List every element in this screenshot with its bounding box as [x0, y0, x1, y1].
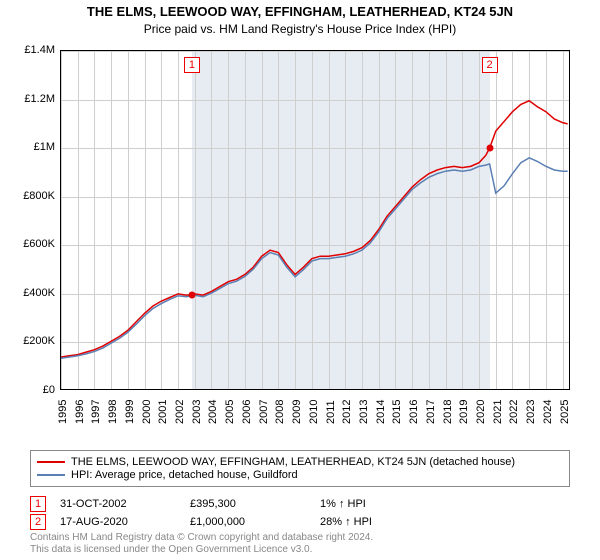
legend-box: THE ELMS, LEEWOOD WAY, EFFINGHAM, LEATHE…	[30, 450, 570, 487]
x-axis-label: 2001	[157, 400, 169, 424]
sale-delta: 28% ↑ HPI	[320, 516, 372, 528]
sale-dot-icon	[486, 145, 493, 152]
sale-price: £395,300	[190, 498, 320, 510]
legend-item: THE ELMS, LEEWOOD WAY, EFFINGHAM, LEATHE…	[37, 456, 563, 468]
x-axis-label: 2021	[492, 400, 504, 424]
x-axis-label: 2003	[191, 400, 203, 424]
x-axis-label: 2006	[241, 400, 253, 424]
y-axis-label: £800K	[0, 190, 55, 202]
sales-row: 2 17-AUG-2020 £1,000,000 28% ↑ HPI	[30, 514, 570, 530]
x-axis-label: 2004	[207, 400, 219, 424]
x-axis-label: 1999	[124, 400, 136, 424]
x-axis-label: 2007	[258, 400, 270, 424]
x-axis-label: 2022	[508, 400, 520, 424]
sale-marker-icon: 1	[30, 496, 46, 512]
x-axis-label: 2018	[442, 400, 454, 424]
x-axis-label: 1998	[107, 400, 119, 424]
chart-area: 12	[60, 50, 570, 390]
x-axis-label: 2023	[525, 400, 537, 424]
x-axis-label: 1996	[74, 400, 86, 424]
plot-region: 12	[60, 50, 570, 390]
sale-marker-icon: 2	[482, 57, 498, 73]
credits: Contains HM Land Registry data © Crown c…	[30, 532, 373, 556]
x-axis-label: 2013	[358, 400, 370, 424]
x-axis-label: 2008	[274, 400, 286, 424]
sale-dot-icon	[188, 291, 195, 298]
sale-date: 17-AUG-2020	[60, 516, 190, 528]
sale-price: £1,000,000	[190, 516, 320, 528]
x-axis-label: 2012	[341, 400, 353, 424]
x-axis-label: 2019	[458, 400, 470, 424]
y-axis-label: £1.2M	[0, 93, 55, 105]
x-axis-label: 2025	[559, 400, 571, 424]
legend-swatch	[37, 474, 65, 476]
x-axis-label: 2020	[475, 400, 487, 424]
sale-marker-icon: 1	[184, 57, 200, 73]
chart-subtitle: Price paid vs. HM Land Registry's House …	[0, 19, 600, 36]
legend-label: HPI: Average price, detached house, Guil…	[71, 469, 298, 481]
line-svg	[61, 51, 571, 391]
chart-container: THE ELMS, LEEWOOD WAY, EFFINGHAM, LEATHE…	[0, 0, 600, 560]
x-axis-label: 2010	[308, 400, 320, 424]
x-axis-label: 2011	[325, 400, 337, 424]
credits-line: This data is licensed under the Open Gov…	[30, 544, 373, 556]
x-axis-label: 2002	[174, 400, 186, 424]
sale-delta: 1% ↑ HPI	[320, 498, 366, 510]
x-axis-label: 1995	[57, 400, 69, 424]
y-axis-label: £1.4M	[0, 44, 55, 56]
x-axis-label: 2000	[141, 400, 153, 424]
y-axis-label: £400K	[0, 287, 55, 299]
legend-item: HPI: Average price, detached house, Guil…	[37, 469, 563, 481]
chart-title: THE ELMS, LEEWOOD WAY, EFFINGHAM, LEATHE…	[0, 0, 600, 19]
x-axis-label: 2005	[224, 400, 236, 424]
x-axis-label: 2016	[408, 400, 420, 424]
y-axis-label: £1M	[0, 141, 55, 153]
legend-swatch	[37, 461, 65, 463]
x-axis-label: 2024	[542, 400, 554, 424]
sales-table: 1 31-OCT-2002 £395,300 1% ↑ HPI 2 17-AUG…	[30, 494, 570, 530]
x-axis-label: 2009	[291, 400, 303, 424]
x-axis-label: 2015	[391, 400, 403, 424]
x-axis-label: 1997	[90, 400, 102, 424]
x-axis-label: 2017	[425, 400, 437, 424]
y-axis-label: £600K	[0, 238, 55, 250]
legend-label: THE ELMS, LEEWOOD WAY, EFFINGHAM, LEATHE…	[71, 456, 515, 468]
y-axis-label: £0	[0, 384, 55, 396]
sale-date: 31-OCT-2002	[60, 498, 190, 510]
sale-marker-icon: 2	[30, 514, 46, 530]
x-axis-label: 2014	[375, 400, 387, 424]
credits-line: Contains HM Land Registry data © Crown c…	[30, 532, 373, 544]
sales-row: 1 31-OCT-2002 £395,300 1% ↑ HPI	[30, 496, 570, 512]
y-axis-label: £200K	[0, 335, 55, 347]
